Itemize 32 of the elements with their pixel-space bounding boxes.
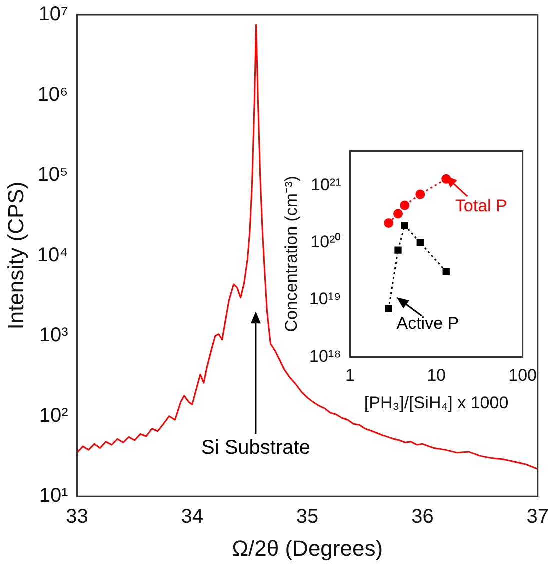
y-tick-label: 10⁴ [37,244,68,266]
x-axis-title: [PH₃]/[SiH₄] x 1000 [364,393,509,412]
y-tick-label: 10²⁰ [310,232,342,252]
y-tick-label: 10¹⁸ [310,346,342,366]
point [385,305,392,312]
x-axis-title: Ω/2θ (Degrees) [232,536,384,561]
y-tick-label: 10⁷ [38,4,68,26]
x-tick-label: 36 [412,506,434,528]
y-axis-title: Intensity (CPS) [3,182,28,330]
point [394,209,403,219]
x-tick-label: 1 [346,366,355,386]
annotation: Si Substrate [201,436,310,459]
y-tick-label: 10¹ [39,485,69,508]
y-tick-label: 10⁶ [38,84,68,106]
point [416,190,426,200]
x-tick-label: 10 [427,366,446,386]
x-tick-label: 100 [508,366,538,386]
point [416,239,424,246]
annotation: Active P [396,314,460,333]
y-tick-label: 10⁵ [38,164,68,186]
y-tick-label: 10³ [39,324,69,347]
y-axis-title: Concentration (cm⁻³) [282,176,301,332]
y-tick-label: 10¹⁹ [309,290,342,309]
y-tick-label: 10² [39,404,69,427]
point [384,218,394,228]
annotation: Total P [455,196,508,216]
x-tick-label: 35 [296,506,319,528]
x-tick-label: 33 [66,506,88,528]
x-tick-label: 37 [526,506,549,528]
point [394,246,402,254]
y-tick-label: 10²¹ [311,175,342,194]
x-tick-label: 34 [181,506,204,528]
